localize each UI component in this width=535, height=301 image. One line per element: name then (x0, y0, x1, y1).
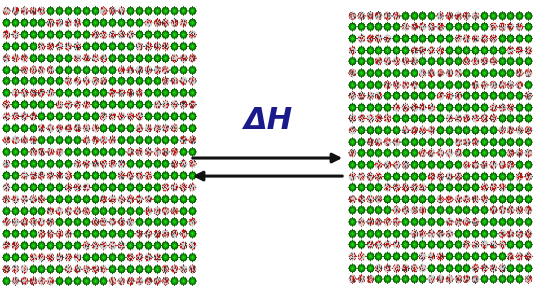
Text: ΔH: ΔH (243, 106, 292, 135)
